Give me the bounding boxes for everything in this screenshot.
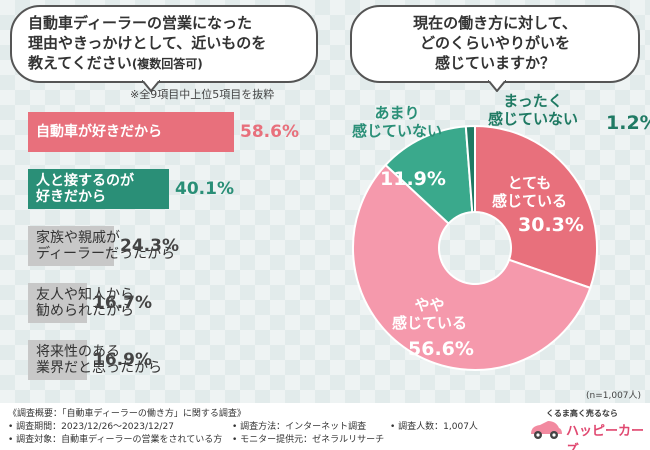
donut-slice xyxy=(474,124,598,290)
right-question-line3: 感じていますか？ xyxy=(434,54,555,72)
bar-category-label: 家族や親戚が ディーラーだったから xyxy=(36,230,176,262)
left-question-line1: 自動車ディーラーの営業になった xyxy=(28,14,252,32)
donut-slice-label: あまり 感じていない xyxy=(352,104,443,140)
bar-category-label: 友人や知人から 勧められたから xyxy=(36,287,134,319)
right-question-bubble: 現在の働き方に対して、 どのくらいやりがいを 感じていますか？ xyxy=(350,5,640,92)
bubble-tail-icon xyxy=(142,80,160,92)
donut-slice-label: やや 感じている xyxy=(392,296,468,332)
right-question-line2: どのくらいやりがいを xyxy=(419,34,570,52)
survey-method: • 調査方法：インターネット調査 xyxy=(232,422,367,432)
left-question-line2: 理由やきっかけとして、近いものを xyxy=(28,34,267,52)
right-question-line1: 現在の働き方に対して、 xyxy=(413,14,577,32)
survey-title: 《調査概要：「自動車ディーラーの働き方」に関する調査》 xyxy=(8,409,246,419)
bar xyxy=(28,283,87,323)
donut-slice-label: まったく 感じていない xyxy=(488,92,579,128)
motivation-donut-chart xyxy=(350,98,650,398)
donut-svg xyxy=(352,124,598,371)
bar xyxy=(28,169,169,209)
bar-category-label: 人と接するのが 好きだから xyxy=(36,173,134,205)
bar-value-label: 40.1% xyxy=(175,179,234,199)
sample-size-label: (n=1,007人) xyxy=(586,391,642,401)
bar xyxy=(28,340,87,380)
bar-category-label: 将来性のある 業界だと思ったから xyxy=(36,344,162,376)
survey-target: • 調査対象：自動車ディーラーの営業をされている方 xyxy=(8,435,223,445)
donut-slice-label: とても 感じている xyxy=(492,174,568,210)
left-question-multiple-note: (複数回答可) xyxy=(131,57,203,71)
bar xyxy=(28,112,234,152)
donut-slice xyxy=(464,124,476,214)
donut-value-label: 1.2% xyxy=(606,112,650,134)
bar-value-label: 58.6% xyxy=(240,122,299,142)
bar-category-label: 自動車が好きだから xyxy=(36,124,162,140)
survey-count: • 調査人数：1,007人 xyxy=(390,422,478,432)
survey-provider: • モニター提供元：ゼネラルリサーチ xyxy=(232,435,385,445)
left-question-line3: 教えてください xyxy=(28,54,132,72)
donut-value-label: 30.3% xyxy=(518,214,584,236)
bar-value-label: 16.7% xyxy=(93,293,152,313)
donut-slice xyxy=(352,163,592,371)
bubble-tail-icon xyxy=(488,80,506,92)
logo-tagline: くるま高く売るなら xyxy=(546,409,618,418)
donut-value-label: 11.9% xyxy=(380,168,446,190)
donut-value-label: 56.6% xyxy=(408,338,474,360)
bar xyxy=(28,226,114,266)
car-logo-icon xyxy=(531,421,562,439)
survey-period: • 調査期間：2023/12/26～2023/12/27 xyxy=(8,422,174,432)
bar-value-label: 16.9% xyxy=(93,350,152,370)
logo-brand: ハッピーカーズ xyxy=(566,424,645,450)
left-question-bubble: 自動車ディーラーの営業になった 理由やきっかけとして、近いものを 教えてください… xyxy=(10,5,318,92)
left-question-line3-wrap: 教えてください(複数回答可) xyxy=(28,53,300,74)
bar-value-label: 24.3% xyxy=(120,236,179,256)
extract-note: ※全9項目中上位5項目を抜粋 xyxy=(130,88,275,101)
